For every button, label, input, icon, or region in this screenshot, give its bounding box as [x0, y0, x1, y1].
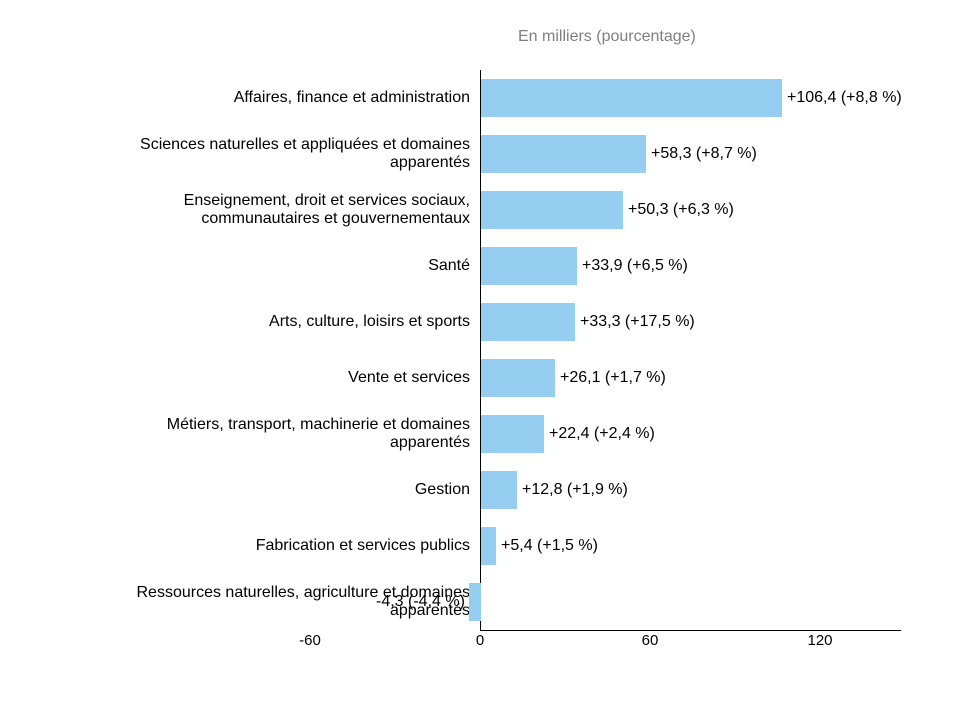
- bar: [481, 471, 517, 509]
- bar: [469, 583, 481, 621]
- x-tick-label: 0: [476, 632, 484, 649]
- x-tick-label: 60: [642, 632, 659, 649]
- category-label: Sciences naturelles et appliquées et dom…: [120, 136, 470, 172]
- data-label: +12,8 (+1,9 %): [522, 481, 628, 499]
- table-row: +106,4 (+8,8 %): [481, 70, 901, 126]
- category-label: Arts, culture, loisirs et sports: [120, 313, 470, 331]
- x-tick-label: -60: [299, 632, 321, 649]
- category-label: Gestion: [120, 481, 470, 499]
- data-label: +26,1 (+1,7 %): [560, 369, 666, 387]
- table-row: +33,9 (+6,5 %): [481, 238, 901, 294]
- x-tick-label: 120: [807, 632, 832, 649]
- chart-container: En milliers (pourcentage) Affaires, fina…: [0, 0, 960, 720]
- data-label: +33,3 (+17,5 %): [580, 313, 695, 331]
- data-label: +22,4 (+2,4 %): [549, 425, 655, 443]
- category-label: Affaires, finance et administration: [120, 89, 470, 107]
- bar: [481, 303, 575, 341]
- bar: [481, 359, 555, 397]
- data-label: +50,3 (+6,3 %): [628, 201, 734, 219]
- category-label: Enseignement, droit et services sociaux,…: [120, 192, 470, 228]
- category-label: Vente et services: [120, 369, 470, 387]
- data-label: +58,3 (+8,7 %): [651, 145, 757, 163]
- bar: [481, 527, 496, 565]
- table-row: +5,4 (+1,5 %): [481, 518, 901, 574]
- chart-subtitle: En milliers (pourcentage): [518, 28, 696, 46]
- table-row: +26,1 (+1,7 %): [481, 350, 901, 406]
- table-row: +33,3 (+17,5 %): [481, 294, 901, 350]
- bar: [481, 247, 577, 285]
- table-row: +58,3 (+8,7 %): [481, 126, 901, 182]
- data-label: +106,4 (+8,8 %): [787, 89, 902, 107]
- category-label: Métiers, transport, machinerie et domain…: [120, 416, 470, 452]
- category-label: Santé: [120, 257, 470, 275]
- data-label: -4,3 (-4,4 %): [376, 593, 465, 611]
- table-row: +12,8 (+1,9 %): [481, 462, 901, 518]
- data-label: +33,9 (+6,5 %): [582, 257, 688, 275]
- category-label: Fabrication et services publics: [120, 537, 470, 555]
- bar: [481, 191, 623, 229]
- bar: [481, 79, 782, 117]
- bar: [481, 415, 544, 453]
- table-row: +50,3 (+6,3 %): [481, 182, 901, 238]
- table-row: -4,3 (-4,4 %): [481, 574, 901, 630]
- bar: [481, 135, 646, 173]
- table-row: +22,4 (+2,4 %): [481, 406, 901, 462]
- data-label: +5,4 (+1,5 %): [501, 537, 598, 555]
- plot-area: +106,4 (+8,8 %) +58,3 (+8,7 %) +50,3 (+6…: [480, 70, 901, 631]
